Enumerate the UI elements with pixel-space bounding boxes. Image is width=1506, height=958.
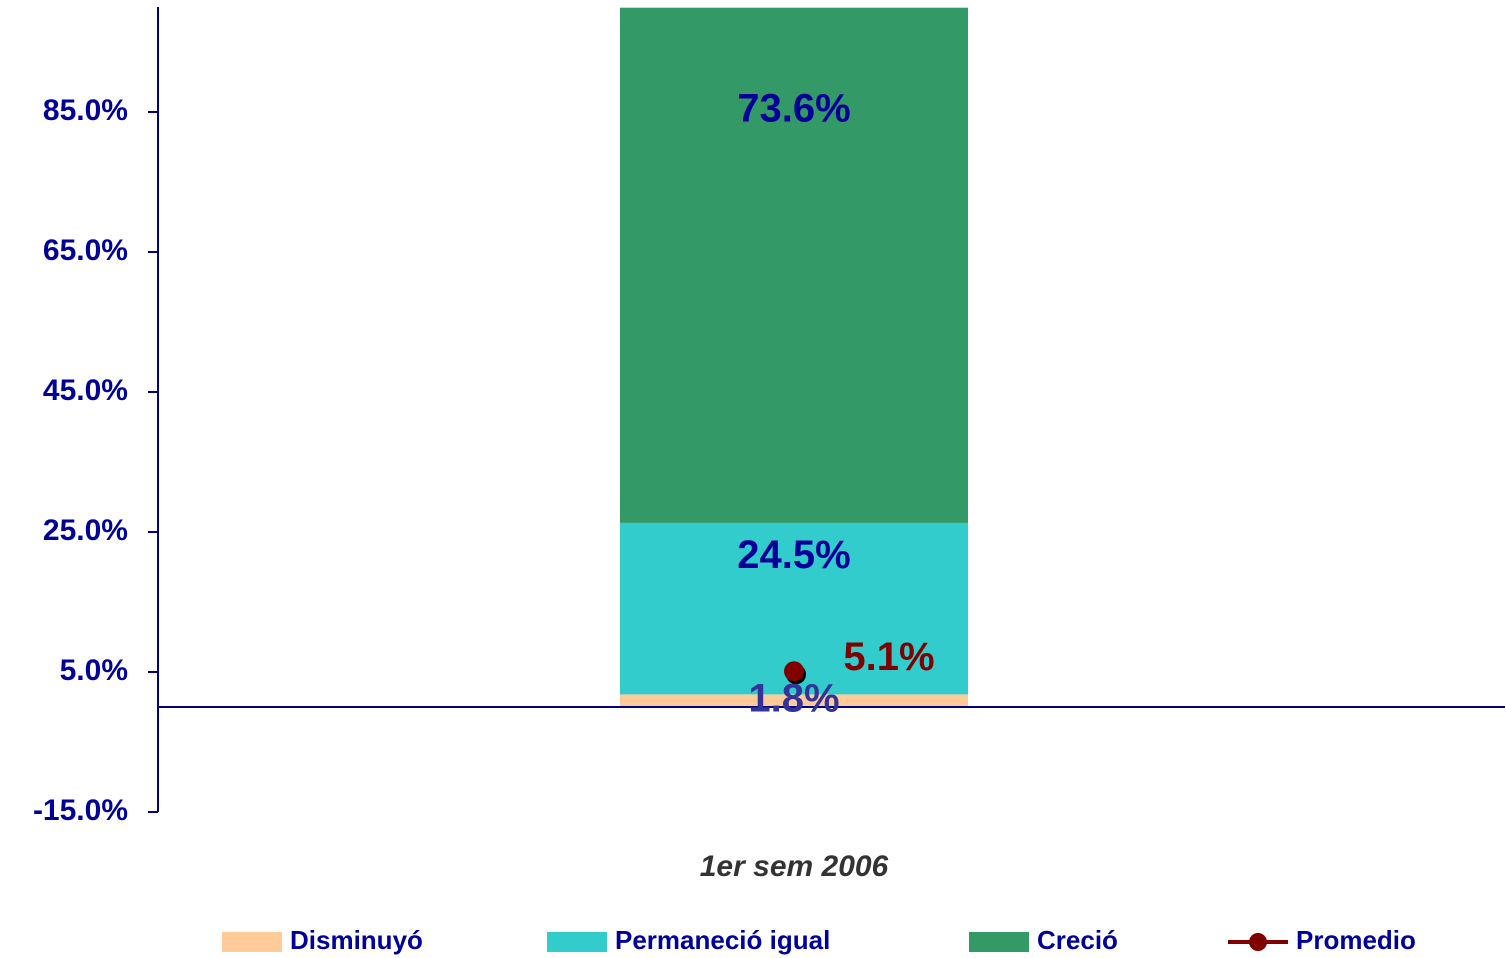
data-label: 5.1% — [843, 635, 934, 679]
y-tick-label: 85.0% — [43, 94, 128, 127]
data-label: 1.8% — [748, 676, 839, 720]
y-tick-label: 45.0% — [43, 374, 128, 407]
bar-segment — [620, 694, 968, 707]
y-tick-label: 25.0% — [43, 514, 128, 547]
legend-label: Permaneció igual — [615, 925, 830, 955]
y-tick-label: 5.0% — [60, 654, 128, 687]
x-tick-label: 1er sem 2006 — [700, 850, 889, 883]
legend-label: Promedio — [1296, 925, 1416, 955]
legend-swatch — [969, 932, 1029, 952]
line-point — [784, 661, 804, 682]
legend-swatch — [222, 932, 282, 952]
legend-label: Creció — [1037, 925, 1118, 955]
bar-segment — [620, 7, 968, 523]
legend-marker — [1249, 933, 1267, 951]
y-tick-label: -15.0% — [33, 794, 128, 827]
legend-swatch — [547, 932, 607, 952]
data-label: 24.5% — [737, 533, 850, 577]
y-tick-label: 65.0% — [43, 234, 128, 267]
data-label: 73.6% — [737, 86, 850, 130]
legend-label: Disminuyó — [290, 925, 423, 955]
